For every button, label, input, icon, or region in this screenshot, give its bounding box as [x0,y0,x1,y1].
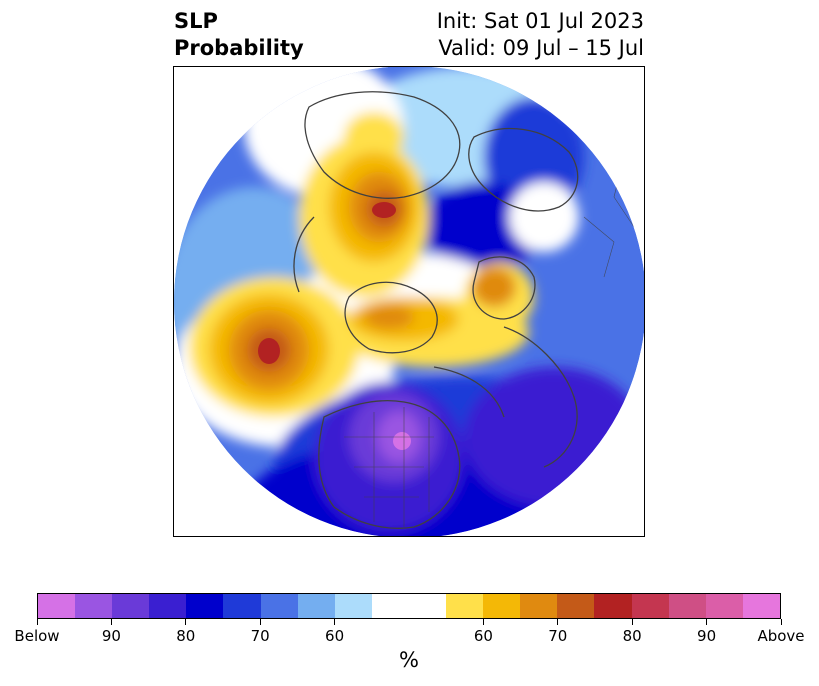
colorbar-cell-3 [149,594,187,618]
band-atlantic-purple [464,367,644,507]
colorbar-tick-label: 80 [622,627,642,645]
colorbar-unit: % [399,648,419,672]
colorbar-cell-12 [483,594,521,618]
colorbar-cell-14 [557,594,595,618]
map-title-right: Init: Sat 01 Jul 2023 Valid: 09 Jul – 15… [437,8,644,62]
band-europe-dark [472,267,516,307]
init-date: Init: Sat 01 Jul 2023 [436,9,644,33]
colorbar-tick [36,619,38,625]
band-north-yellow [344,112,404,162]
colorbar-tick [334,619,336,625]
colorbar-tick-label: 60 [473,627,493,645]
title-slp: SLP [174,9,218,33]
colorbar-tick-label: Above [757,627,805,645]
colorbar-cell-7 [297,594,335,618]
colorbar-cell-6 [260,594,298,618]
colorbar-tick [631,619,633,625]
valid-range: Valid: 09 Jul – 15 Jul [438,36,644,60]
colorbar-cell-0 [38,594,76,618]
colorbar-tick-label: 70 [548,627,568,645]
title-probability: Probability [174,36,304,60]
colorbar-cell-10 [408,594,447,618]
colorbar [37,593,781,619]
colorbar-cell-13 [520,594,558,618]
colorbar-tick [780,619,782,625]
colorbar-cell-2 [112,594,150,618]
colorbar-tick-label: 90 [697,627,717,645]
colorbar-tick-label: 70 [250,627,270,645]
coastlines [293,91,579,529]
colorbar-cell-5 [223,594,261,618]
colorbar-tick-label: Below [14,627,60,645]
colorbar-tick-label: 60 [325,627,345,645]
colorbar-tick [185,619,187,625]
colorbar-cell-4 [186,594,224,618]
na-low-core [393,432,411,450]
colorbar-cell-19 [742,594,780,618]
colorbar-cell-8 [334,594,372,618]
colorbar-cell-16 [631,594,669,618]
colorbar-tick [482,619,484,625]
colorbar-tick [557,619,559,625]
colorbar-cell-17 [668,594,706,618]
colorbar-cell-11 [446,594,484,618]
colorbar-cell-1 [75,594,113,618]
map-panel [173,66,645,537]
colorbar-tick-label: 80 [176,627,196,645]
colorbar-tick [110,619,112,625]
band-europe-white [509,182,579,252]
band-arctic-dark [364,305,414,329]
pacific-high-core [258,338,280,364]
colorbar-cell-15 [594,594,632,618]
colorbar-tick-label: 90 [101,627,121,645]
polar-map [174,67,644,536]
colorbar-cell-9 [371,594,409,618]
colorbar-cell-18 [705,594,743,618]
map-title-left: SLP Probability [174,8,304,62]
colorbar-tick [259,619,261,625]
siberia-high-core [372,202,396,218]
colorbar-tick [706,619,708,625]
